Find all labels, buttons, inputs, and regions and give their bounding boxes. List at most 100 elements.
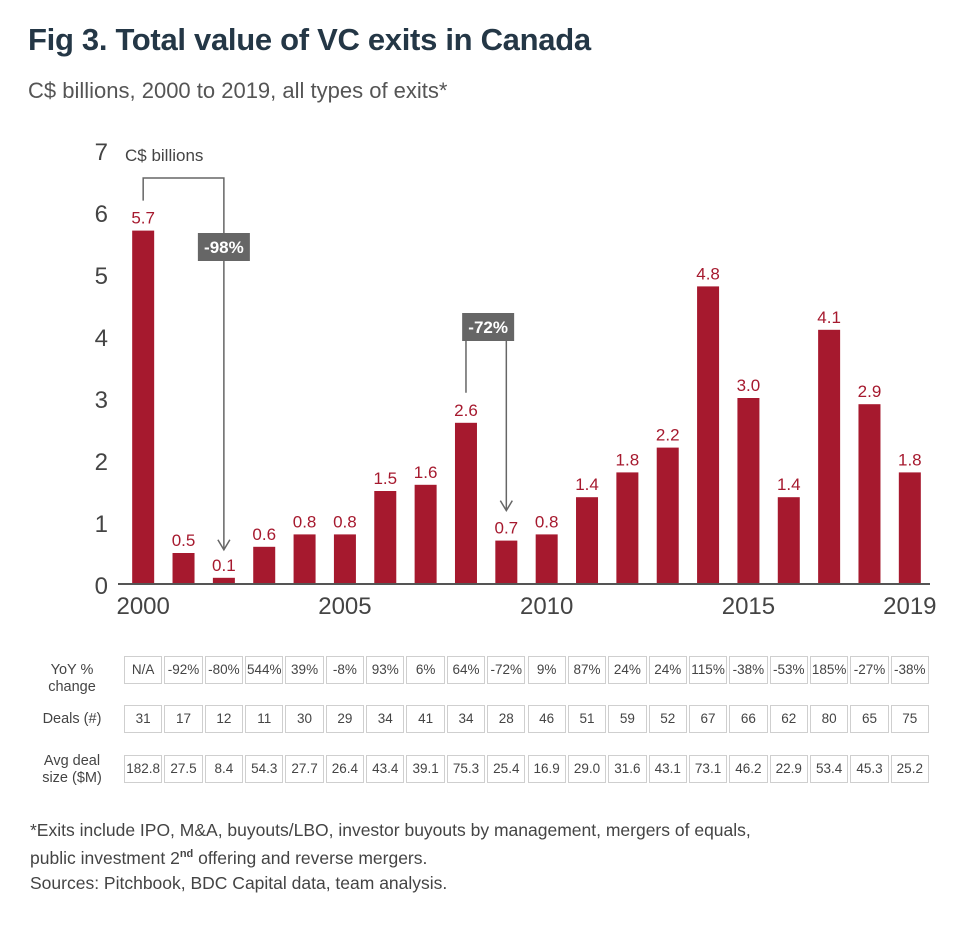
bar-2012 — [616, 472, 639, 584]
table-cell: 39% — [285, 656, 324, 684]
x-tick-label: 2005 — [318, 593, 371, 620]
table-cell: 87% — [567, 656, 607, 684]
table-cell: 31 — [124, 705, 163, 733]
table-cell: 66 — [729, 705, 768, 733]
table-cell: 26.4 — [325, 755, 365, 783]
table-cell: 75 — [890, 705, 929, 733]
table-cell: 115% — [688, 656, 728, 684]
y-tick-label: 6 — [95, 201, 108, 228]
bar-2001 — [172, 553, 195, 584]
bar-2002 — [212, 577, 235, 584]
table-cell: 25.2 — [890, 755, 929, 783]
table-cell: 43.1 — [648, 755, 687, 783]
table-cell: 22.9 — [769, 755, 808, 783]
bar-2009 — [495, 540, 518, 584]
table-cell: 46 — [527, 705, 566, 733]
bar-2003 — [253, 546, 276, 584]
data-label-2012: 1.8 — [616, 450, 640, 469]
table-cell: 28 — [487, 705, 526, 733]
bar-2011 — [576, 497, 599, 584]
table-row-label: Deals (#) — [42, 711, 102, 727]
table-cell: 93% — [366, 656, 405, 684]
x-tick-label: 2000 — [116, 593, 169, 620]
bar-2008 — [454, 422, 477, 584]
data-label-2019: 1.8 — [898, 450, 922, 469]
bar-2015 — [737, 398, 760, 584]
table-row-label: Avg deal size ($M) — [42, 753, 102, 786]
y-tick-label: 3 — [95, 387, 108, 414]
table-cell: 12 — [204, 705, 244, 733]
y-tick-label: 0 — [95, 573, 108, 600]
bar-2018 — [858, 404, 881, 584]
table-cell: -92% — [164, 656, 203, 684]
table-cell: 31.6 — [608, 755, 647, 783]
bar-chart: 0 1 2 3 4 5 6 7 C$ billions 5.7 0.5 0.1 0.6 0.8 0.8 1.5… — [95, 139, 937, 620]
annotation-bracket — [142, 177, 225, 550]
annotation-label: -98% — [204, 238, 244, 257]
data-label-2014: 4.8 — [696, 264, 720, 283]
y-tick-label: 1 — [95, 511, 108, 538]
table-cell: 75.3 — [446, 755, 486, 783]
table-cell: 34 — [446, 705, 486, 733]
chart-title: Fig 3. Total value of VC exits in Canada — [28, 22, 591, 57]
x-tick-label: 2019 — [883, 593, 936, 620]
data-label-2008: 2.6 — [454, 401, 478, 420]
table-cell: 30 — [285, 705, 324, 733]
data-label-2001: 0.5 — [172, 531, 196, 550]
y-tick-label: 4 — [95, 325, 108, 352]
table-cell: 80 — [809, 705, 849, 733]
bar-2006 — [374, 491, 397, 584]
table-cell: 24% — [608, 656, 647, 684]
sources-note: Sources: Pitchbook, BDC Capital data, te… — [30, 873, 448, 893]
data-label-2017: 4.1 — [817, 308, 841, 327]
y-axis-label: C$ billions — [125, 146, 203, 165]
table-cell: 54.3 — [245, 755, 284, 783]
data-label-2000: 5.7 — [131, 209, 155, 228]
data-label-2015: 3.0 — [737, 376, 761, 395]
table-cell: -38% — [890, 656, 929, 684]
data-label-2005: 0.8 — [333, 512, 357, 531]
x-tick-label: 2010 — [520, 593, 573, 620]
annotation-label: -72% — [468, 318, 508, 337]
data-label-2009: 0.7 — [495, 519, 519, 538]
y-tick-label: 7 — [95, 139, 108, 166]
table-cell: 52 — [648, 705, 687, 733]
bar-2017 — [818, 329, 841, 584]
footnote-line-2a: public investment 2 — [30, 847, 180, 868]
table-cell: 73.1 — [688, 755, 728, 783]
table-cell: 6% — [406, 656, 445, 684]
chart-subtitle: C$ billions, 2000 to 2019, all types of … — [28, 78, 448, 103]
data-label-2004: 0.8 — [293, 512, 317, 531]
data-label-2006: 1.5 — [373, 469, 397, 488]
data-label-2002: 0.1 — [212, 556, 236, 575]
table-cell: 16.9 — [527, 755, 566, 783]
data-label-2007: 1.6 — [414, 463, 438, 482]
table-cell: 64% — [446, 656, 486, 684]
bar-2016 — [777, 497, 800, 584]
table-cell: 25.4 — [487, 755, 526, 783]
annotation-arrowhead — [217, 539, 231, 552]
table-cell: 45.3 — [850, 755, 889, 783]
table-cell: -53% — [769, 656, 808, 684]
bar-2013 — [656, 447, 679, 584]
data-label-2003: 0.6 — [252, 525, 276, 544]
table-cell: 43.4 — [366, 755, 405, 783]
y-tick-label: 2 — [95, 449, 108, 476]
table-cell: 29 — [325, 705, 365, 733]
table-cell: 67 — [688, 705, 728, 733]
data-label-2018: 2.9 — [858, 382, 882, 401]
table-cell: 34 — [366, 705, 405, 733]
table-row-label: YoY % change — [48, 662, 96, 695]
table-cell: -8% — [325, 656, 365, 684]
y-tick-label: 5 — [95, 263, 108, 290]
data-label-2016: 1.4 — [777, 475, 801, 494]
table-row: Avg deal size ($M) 182.8 27.5 8.4 54.3 27.7 26… — [0, 753, 960, 791]
table-cell: 9% — [527, 656, 566, 684]
table-cell: 59 — [608, 705, 647, 733]
annotation-badge — [197, 233, 250, 261]
footnote-line-1: *Exits include IPO, M&A, buyouts/LBO, in… — [30, 820, 751, 840]
table-cell: 8.4 — [204, 755, 244, 783]
table-cell: 182.8 — [124, 755, 163, 783]
table-cell: 29.0 — [567, 755, 607, 783]
table-row: Deals (#) 31 17 12 11 30 29 34 41 34 28 46 51 59 52 67 6… — [0, 703, 960, 741]
